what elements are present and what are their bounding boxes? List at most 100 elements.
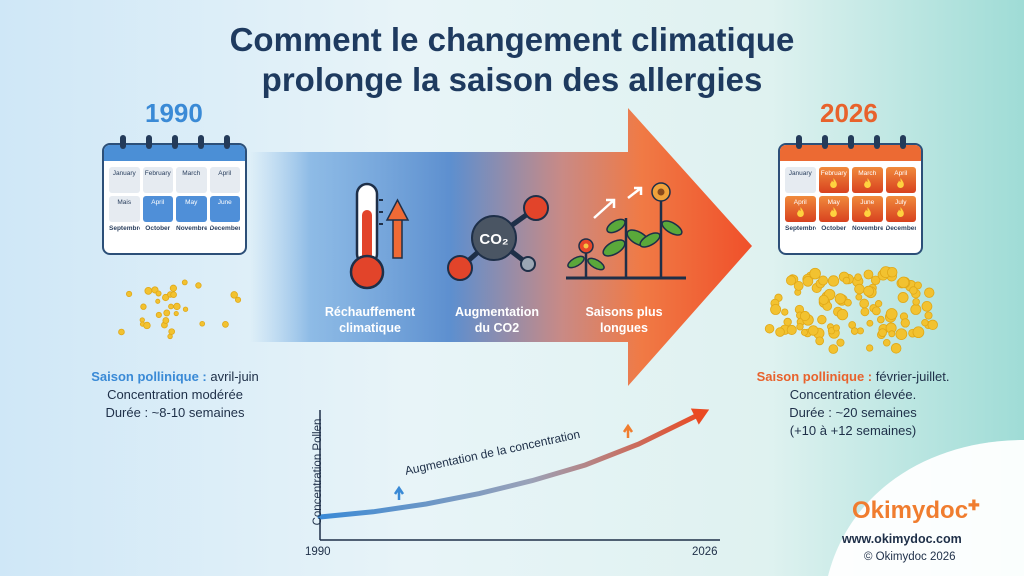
pollen-grain (818, 275, 829, 286)
small-up-arrow-blue-icon (393, 485, 405, 500)
pollen-grain (144, 287, 153, 295)
pollen-grain (855, 293, 863, 301)
pollen-grain (871, 306, 881, 316)
pollen-grain (866, 319, 874, 327)
chart-x-tick-end: 2026 (692, 546, 718, 558)
concentration-text: Concentration modérée (107, 387, 243, 402)
calendar-month-cell: February (142, 167, 173, 193)
factor-seasons-line2: longues (600, 321, 648, 335)
calendar-month-cell: Novembre (852, 225, 883, 239)
duration-text: Durée : ~20 semaines (789, 405, 917, 420)
pollen-grain (912, 326, 925, 339)
flame-icon (897, 178, 905, 188)
flame-icon (863, 178, 871, 188)
pollen-grain (230, 291, 238, 299)
pollen-grain (921, 300, 933, 312)
pollen-grain (827, 275, 840, 287)
calendar-month-cell: April (885, 167, 916, 193)
pollen-grain (854, 283, 865, 295)
curve-arrowhead (690, 408, 710, 425)
pollen-grain (808, 325, 819, 336)
calendar-month-cell: December (210, 225, 241, 239)
pollen-grain (793, 281, 804, 291)
month-label: October (145, 225, 171, 232)
flame-icon (796, 207, 804, 217)
calendar-rings-icon (102, 135, 247, 151)
pollen-grain (854, 273, 862, 281)
calendar-month-cell: Septembre (785, 225, 816, 239)
pollen-grain (859, 298, 870, 309)
month-label: April (894, 170, 908, 177)
pollen-grain (910, 304, 922, 315)
calendar-month-cell: July (885, 196, 916, 222)
month-label: January (788, 170, 812, 177)
factor-seasons-line1: Saisons plus (585, 305, 663, 319)
factor-label-co2: Augmentation du CO2 (437, 304, 557, 336)
month-label: December (209, 225, 241, 232)
pollen-grain (895, 328, 908, 341)
pollen-grain (786, 275, 797, 286)
calendar-month-cell: October (143, 225, 174, 239)
season-info-2026: Saison pollinique : février-juillet. Con… (728, 368, 978, 440)
pollen-grain (912, 298, 920, 306)
month-label: Novembre (852, 225, 883, 232)
factor-warming-line1: Réchauffement (324, 305, 416, 319)
pollen-grain (878, 328, 887, 337)
pollen-grain (764, 323, 775, 334)
flame-icon (830, 207, 838, 217)
pollen-grain (173, 310, 179, 317)
pollen-grain (815, 336, 825, 346)
pollen-grain (836, 338, 845, 347)
pollen-grain (802, 275, 814, 287)
pollen-grain (888, 330, 896, 338)
pollen-particles-high-icon (764, 266, 938, 354)
pollen-grain (921, 319, 929, 327)
factor-co2-line1: Augmentation (454, 305, 540, 319)
pollen-grain (168, 328, 175, 335)
brand-name: Okimydoc (852, 497, 969, 524)
pollen-grain (169, 284, 177, 292)
pollen-grain (781, 308, 789, 316)
small-up-arrow-orange-icon (622, 423, 634, 438)
pollen-grain (909, 286, 918, 295)
pollen-grain (897, 292, 909, 303)
pollen-grain (162, 317, 170, 324)
year-2026: 2026 (820, 98, 878, 128)
pollen-particles-low-icon (118, 279, 242, 340)
plants-icon (566, 182, 686, 280)
pollen-grain (886, 266, 898, 278)
calendar-month-cell: Septembre (109, 225, 140, 239)
pollen-grain (799, 310, 811, 322)
calendar-month-cell: October (819, 225, 850, 239)
month-label: March (182, 170, 201, 177)
pollen-grain (170, 291, 177, 298)
brand-url[interactable]: www.okimydoc.com (842, 532, 962, 546)
pollen-grain (786, 324, 797, 335)
calendar-month-cell: February (818, 167, 849, 193)
season-range: avril-juin (210, 369, 259, 384)
season-label: Saison pollinique : (756, 369, 873, 384)
season-label: Saison pollinique : (91, 369, 207, 384)
calendar-month-cell: March (852, 167, 883, 193)
chart-x-tick-start: 1990 (305, 546, 331, 558)
month-label: April (218, 170, 232, 177)
co2-molecule-icon: CO₂ (447, 195, 549, 281)
pollen-grain (168, 303, 174, 310)
flame-icon (863, 207, 871, 217)
pollen-grain (770, 303, 782, 315)
calendar-month-cell: January (109, 167, 140, 193)
pollen-grain (800, 328, 808, 336)
month-label: Mais (117, 199, 132, 206)
factor-label-warming: Réchauffement climatique (310, 304, 430, 336)
month-label: April (793, 199, 807, 206)
month-label: May (827, 199, 840, 206)
calendar-month-cell: May (818, 196, 849, 222)
pollen-grain (900, 318, 910, 328)
pollen-grain (863, 285, 874, 297)
month-label: June (860, 199, 875, 206)
pollen-grain (844, 298, 852, 307)
calendar-rings-icon (778, 135, 923, 151)
duration-delta-text: (+10 à +12 semaines) (789, 423, 917, 438)
pollen-grain (834, 293, 846, 305)
